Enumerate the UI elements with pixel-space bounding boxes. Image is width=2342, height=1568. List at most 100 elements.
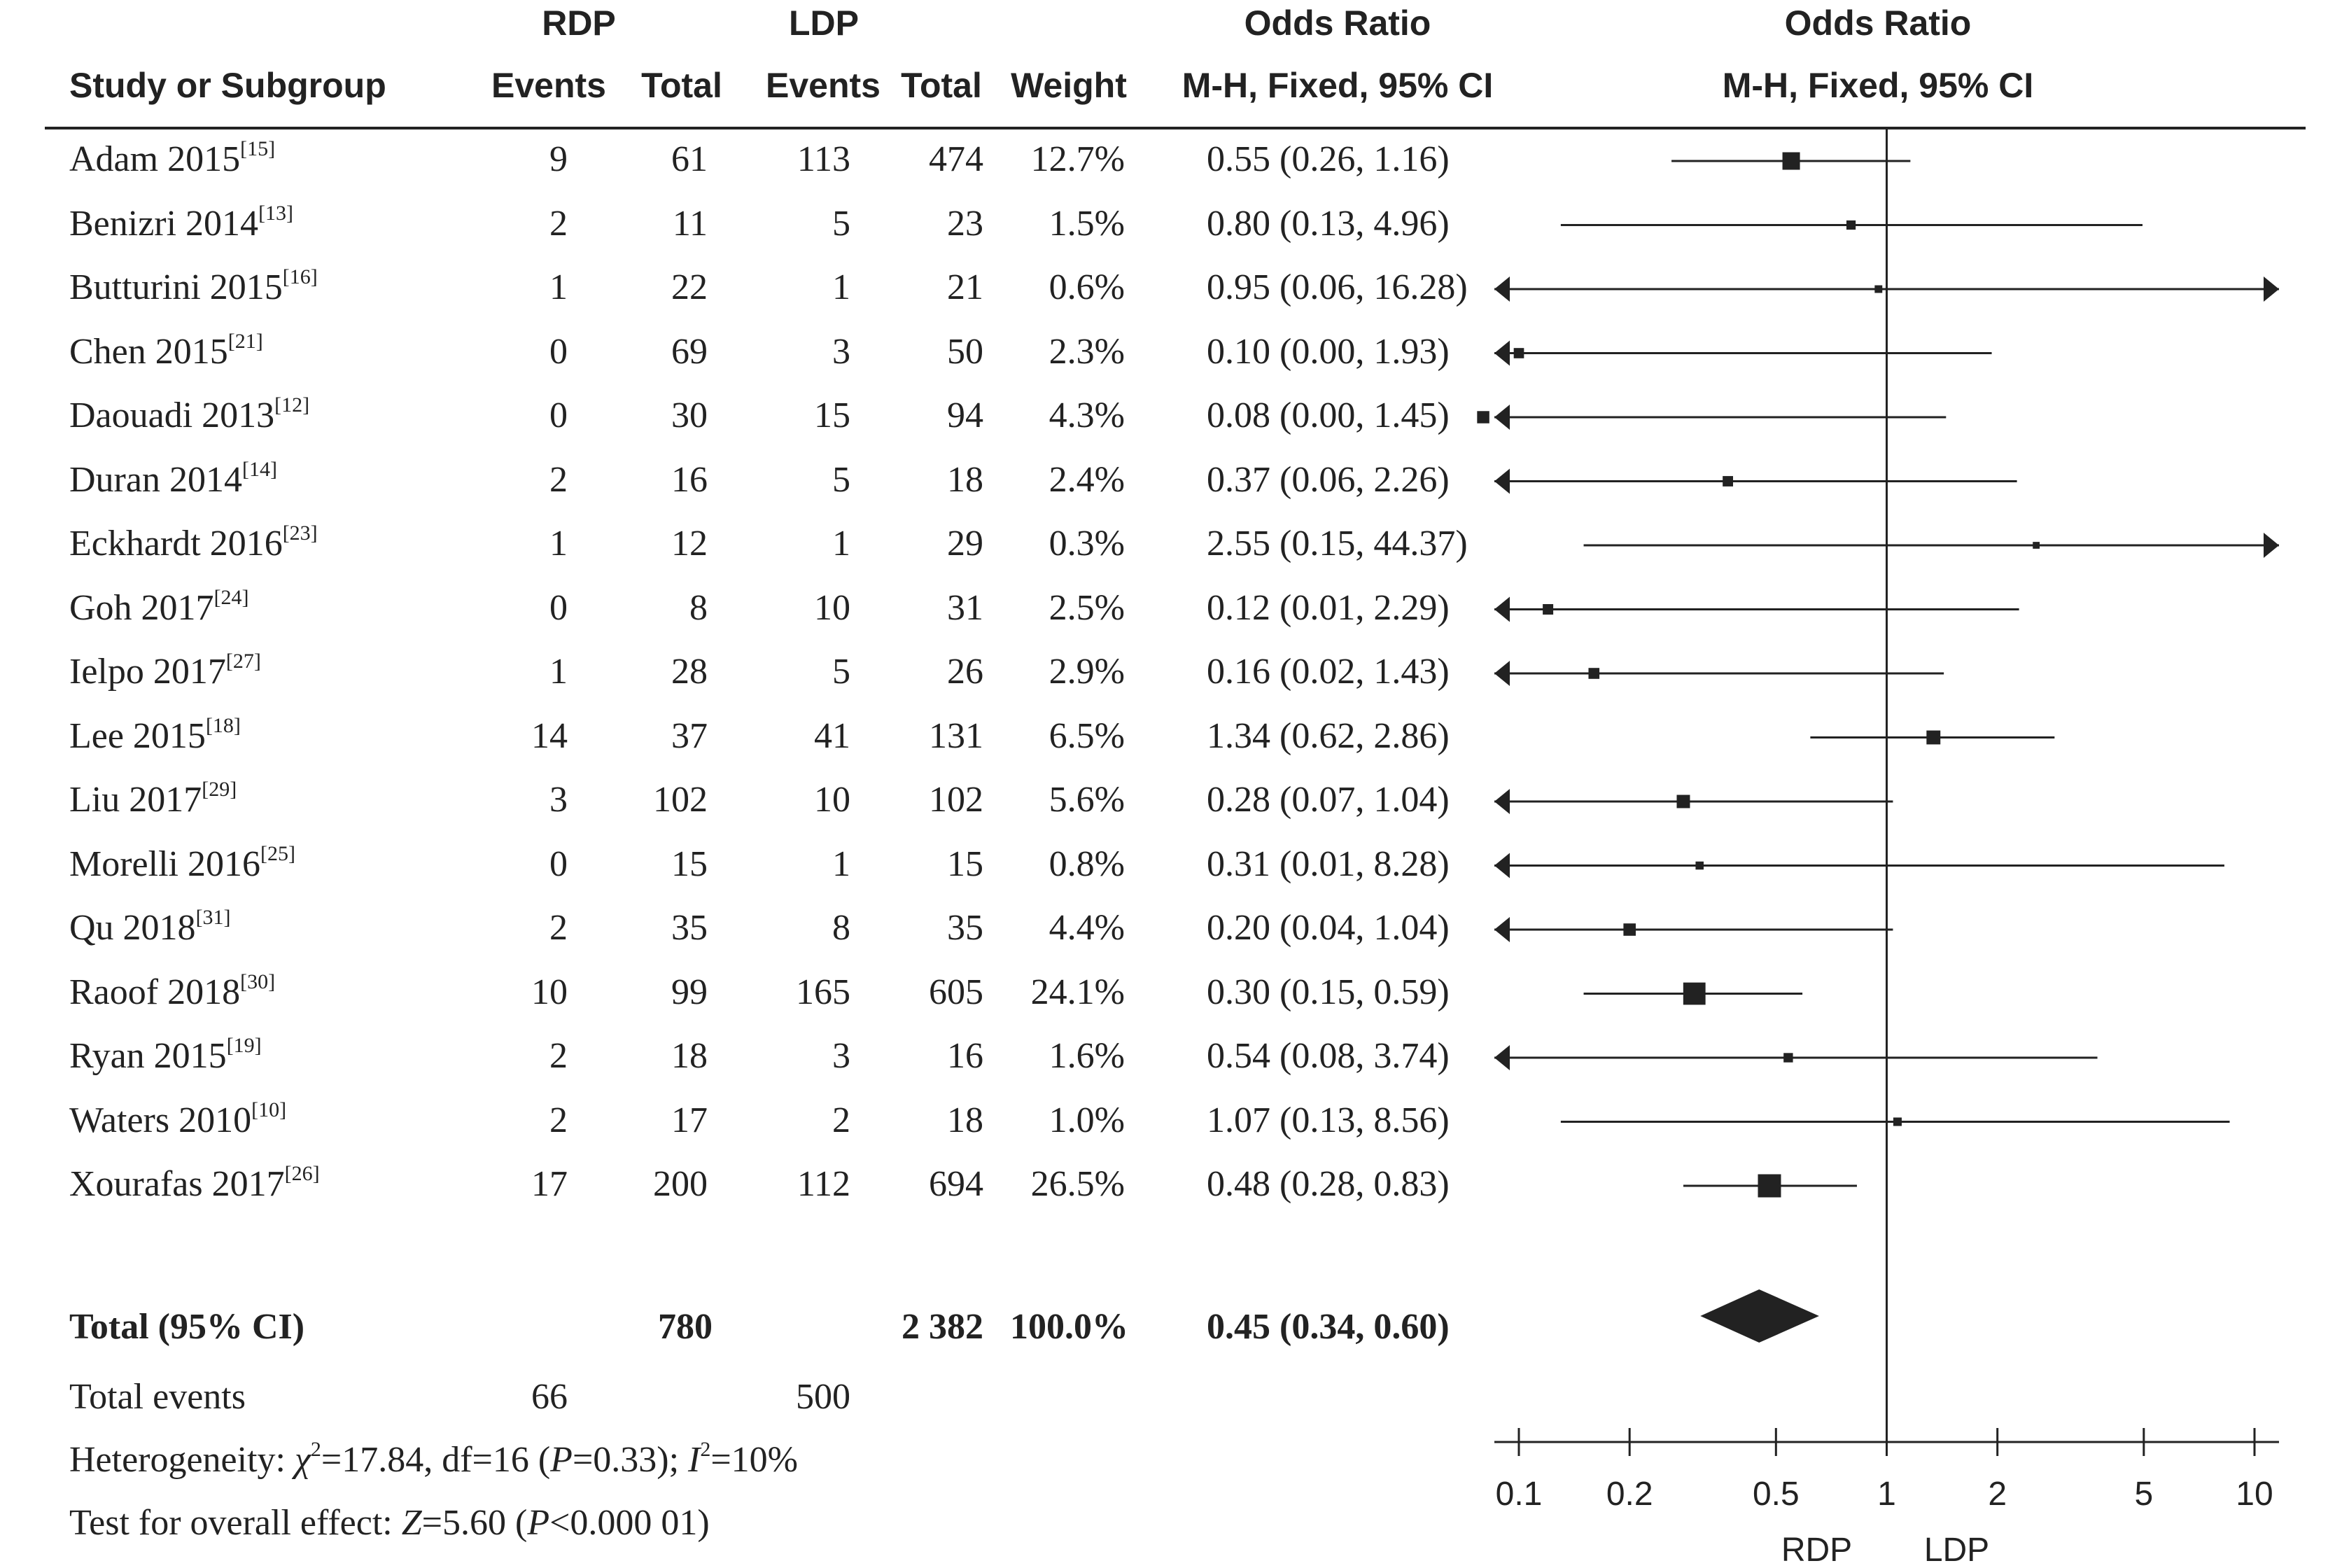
study-point — [1758, 1174, 1781, 1198]
study-name: Lee 2015[18] — [69, 715, 241, 755]
study-name: Benizri 2014[13] — [69, 203, 293, 244]
study-name-text: Duran 2014 — [69, 460, 242, 500]
rdp-total: 22 — [671, 267, 708, 307]
study-point — [2033, 542, 2040, 549]
ldp-total: 31 — [947, 588, 983, 628]
rdp-total: 37 — [671, 716, 708, 756]
study-ref: [21] — [227, 330, 263, 353]
total-ci-text: 0.45 (0.34, 0.60) — [1207, 1307, 1450, 1347]
ci-arrow-left — [1494, 789, 1510, 814]
study-ref: [29] — [202, 778, 237, 801]
study-name-text: Daouadi 2013 — [69, 396, 275, 435]
study-name-text: Benizri 2014 — [69, 204, 259, 244]
study-weight: 1.0% — [1049, 1100, 1125, 1140]
study-name-text: Morelli 2016 — [69, 844, 260, 884]
rdp-events: 1 — [549, 524, 568, 564]
study-weight: 6.5% — [1049, 716, 1125, 756]
heterogeneity-prefix: Heterogeneity: — [69, 1440, 295, 1480]
study-name: Waters 2010[10] — [69, 1100, 286, 1140]
study-name: Qu 2018[31] — [69, 907, 231, 946]
study-name-text: Goh 2017 — [69, 588, 214, 628]
rdp-events: 10 — [531, 972, 568, 1012]
heterogeneity-i: I — [688, 1440, 701, 1480]
ldp-events: 1 — [832, 267, 850, 307]
ldp-events: 5 — [832, 652, 850, 692]
study-weight: 0.3% — [1049, 524, 1125, 564]
total-label: Total (95% CI) — [69, 1307, 305, 1347]
study-ref: [16] — [282, 265, 318, 288]
x-tick-label: 0.5 — [1753, 1476, 1800, 1513]
study-point — [1683, 982, 1706, 1005]
study-name-text: Waters 2010 — [69, 1100, 252, 1140]
study-weight: 12.7% — [1030, 139, 1125, 179]
rdp-total: 30 — [671, 396, 708, 435]
header-ldp-total: Total — [901, 66, 982, 105]
study-name: Liu 2017[29] — [69, 779, 237, 820]
study-name-text: Adam 2015 — [69, 139, 241, 179]
study-point — [1926, 730, 1941, 745]
rdp-events: 17 — [531, 1164, 568, 1204]
ldp-total: 102 — [929, 780, 983, 820]
ldp-events: 2 — [832, 1100, 850, 1140]
header-weight: Weight — [1011, 66, 1127, 105]
overall-effect-z-rest: =5.60 ( — [421, 1503, 528, 1543]
ldp-events: 113 — [797, 139, 850, 179]
study-point — [1846, 220, 1856, 230]
study-ref: [26] — [284, 1162, 320, 1185]
ci-arrow-left — [1494, 853, 1510, 878]
study-weight: 26.5% — [1030, 1164, 1125, 1204]
ldp-events: 165 — [796, 972, 850, 1012]
study-point — [1477, 411, 1489, 424]
header-ldp-events: Events — [766, 66, 881, 105]
rdp-events: 2 — [549, 1100, 568, 1140]
rdp-total: 61 — [671, 139, 708, 179]
ci-arrow-left — [1494, 917, 1510, 942]
total-events-ldp: 500 — [796, 1377, 850, 1417]
ldp-total: 94 — [947, 396, 983, 435]
ldp-total: 131 — [929, 716, 983, 756]
ci-arrow-left — [1494, 596, 1510, 622]
header-rdp-total: Total — [641, 66, 722, 105]
study-ref: [23] — [282, 522, 318, 545]
study-name-text: Ielpo 2017 — [69, 652, 226, 692]
study-name-text: Liu 2017 — [69, 780, 202, 820]
ldp-events: 41 — [814, 716, 850, 756]
ldp-total: 18 — [947, 1100, 983, 1140]
study-ci-text: 0.37 (0.06, 2.26) — [1207, 460, 1450, 500]
heterogeneity-chi: χ — [294, 1440, 311, 1480]
ldp-total: 15 — [947, 844, 983, 884]
study-ci-text: 1.07 (0.13, 8.56) — [1207, 1100, 1450, 1140]
ldp-events: 10 — [814, 588, 850, 628]
study-name: Morelli 2016[25] — [69, 844, 295, 884]
rdp-total: 12 — [671, 524, 708, 564]
overall-effect-text: Test for overall effect: Z=5.60 (P<0.000… — [69, 1505, 710, 1541]
header-or-method-left: M-H, Fixed, 95% CI — [1181, 66, 1494, 105]
study-ci-text: 0.28 (0.07, 1.04) — [1207, 780, 1450, 820]
ldp-total: 35 — [947, 908, 983, 948]
ldp-events: 1 — [832, 524, 850, 564]
study-name: Adam 2015[15] — [69, 139, 275, 179]
rdp-events: 9 — [549, 139, 568, 179]
study-ci-text: 0.12 (0.01, 2.29) — [1207, 588, 1450, 628]
ci-arrow-left — [1494, 340, 1510, 366]
study-ci-text: 0.55 (0.26, 1.16) — [1207, 139, 1450, 179]
header-rdp-events: Events — [491, 66, 606, 105]
rdp-total: 200 — [653, 1164, 708, 1204]
ldp-events: 1 — [832, 844, 850, 884]
study-name: Raoof 2018[30] — [69, 972, 275, 1011]
ci-arrow-left — [1494, 468, 1510, 494]
x-tick-label: 10 — [2236, 1476, 2273, 1513]
study-weight: 2.5% — [1049, 588, 1125, 628]
x-tick-label: 0.1 — [1496, 1476, 1543, 1513]
study-ci-text: 0.48 (0.28, 0.83) — [1207, 1164, 1450, 1204]
rdp-events: 2 — [549, 908, 568, 948]
total-rdp-total: 780 — [658, 1307, 713, 1347]
study-name: Daouadi 2013[12] — [69, 395, 309, 435]
rdp-total: 17 — [671, 1100, 708, 1140]
rdp-total: 11 — [672, 204, 708, 244]
total-weight: 100.0% — [1010, 1307, 1128, 1347]
study-weight: 2.3% — [1049, 332, 1125, 372]
rdp-total: 35 — [671, 908, 708, 948]
study-point — [1588, 668, 1600, 679]
rdp-total: 99 — [671, 972, 708, 1012]
